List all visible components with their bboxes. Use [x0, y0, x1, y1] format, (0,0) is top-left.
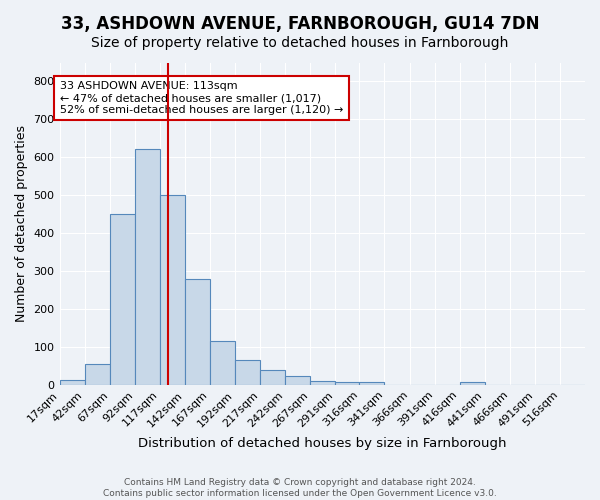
Bar: [260, 370, 285, 385]
Bar: [185, 280, 210, 385]
Text: Contains HM Land Registry data © Crown copyright and database right 2024.
Contai: Contains HM Land Registry data © Crown c…: [103, 478, 497, 498]
Text: 33, ASHDOWN AVENUE, FARNBOROUGH, GU14 7DN: 33, ASHDOWN AVENUE, FARNBOROUGH, GU14 7D…: [61, 15, 539, 33]
Bar: [160, 195, 185, 385]
Text: Size of property relative to detached houses in Farnborough: Size of property relative to detached ho…: [91, 36, 509, 50]
Bar: [460, 382, 485, 385]
Bar: [135, 149, 160, 385]
Bar: [335, 382, 359, 385]
Bar: [235, 360, 260, 385]
Bar: [359, 382, 385, 385]
Bar: [59, 380, 85, 385]
Bar: [310, 381, 335, 385]
Y-axis label: Number of detached properties: Number of detached properties: [15, 125, 28, 322]
X-axis label: Distribution of detached houses by size in Farnborough: Distribution of detached houses by size …: [138, 437, 506, 450]
Bar: [110, 214, 135, 385]
Bar: [210, 341, 235, 385]
Bar: [285, 376, 310, 385]
Text: 33 ASHDOWN AVENUE: 113sqm
← 47% of detached houses are smaller (1,017)
52% of se: 33 ASHDOWN AVENUE: 113sqm ← 47% of detac…: [60, 82, 343, 114]
Bar: [85, 364, 110, 385]
